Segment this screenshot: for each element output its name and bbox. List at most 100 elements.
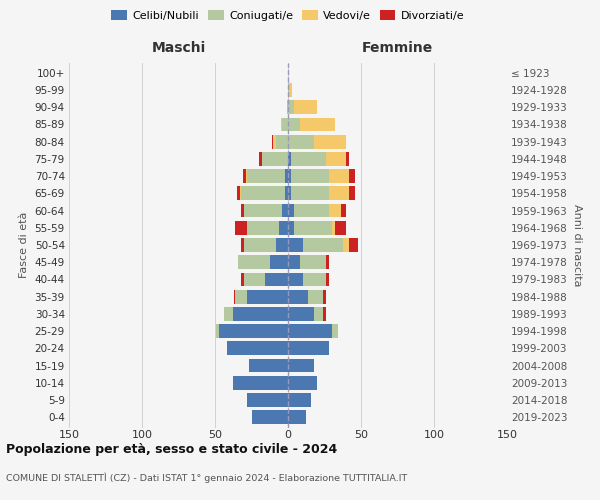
Bar xyxy=(288,410,305,424)
Bar xyxy=(259,152,262,166)
Bar xyxy=(241,204,244,218)
Bar xyxy=(227,342,288,355)
Bar xyxy=(272,135,274,148)
Bar xyxy=(323,290,326,304)
Bar xyxy=(245,169,247,183)
Bar xyxy=(235,290,247,304)
Bar xyxy=(288,393,311,407)
Bar xyxy=(349,186,355,200)
Bar xyxy=(326,272,329,286)
Bar xyxy=(332,221,335,234)
Bar xyxy=(294,100,317,114)
Text: Femmine: Femmine xyxy=(362,41,433,55)
Bar xyxy=(277,135,288,148)
Bar xyxy=(241,272,244,286)
Bar xyxy=(247,221,279,234)
Bar xyxy=(332,324,338,338)
Bar xyxy=(247,169,285,183)
Bar xyxy=(299,118,335,132)
Bar xyxy=(329,204,341,218)
Bar xyxy=(314,135,346,148)
Bar xyxy=(299,256,326,269)
Bar xyxy=(346,152,349,166)
Bar xyxy=(288,83,289,97)
Bar xyxy=(308,290,323,304)
Bar xyxy=(287,100,288,114)
Bar xyxy=(248,358,288,372)
Bar xyxy=(244,272,265,286)
Bar xyxy=(329,186,349,200)
Bar xyxy=(224,307,233,321)
Bar xyxy=(243,169,245,183)
Bar xyxy=(282,204,288,218)
Bar xyxy=(247,393,288,407)
Bar xyxy=(274,135,277,148)
Text: COMUNE DI STALETTÌ (CZ) - Dati ISTAT 1° gennaio 2024 - Elaborazione TUTTITALIA.I: COMUNE DI STALETTÌ (CZ) - Dati ISTAT 1° … xyxy=(6,472,407,483)
Bar xyxy=(343,238,349,252)
Bar xyxy=(291,152,326,166)
Bar xyxy=(289,83,292,97)
Text: Popolazione per età, sesso e stato civile - 2024: Popolazione per età, sesso e stato civil… xyxy=(6,442,337,456)
Bar xyxy=(291,186,329,200)
Bar xyxy=(281,118,282,132)
Bar xyxy=(262,152,288,166)
Bar xyxy=(265,272,288,286)
Bar xyxy=(291,169,329,183)
Bar xyxy=(285,186,288,200)
Bar xyxy=(240,186,241,200)
Bar xyxy=(288,358,314,372)
Bar xyxy=(288,272,302,286)
Bar xyxy=(251,410,288,424)
Bar xyxy=(241,238,244,252)
Bar xyxy=(220,324,288,338)
Bar xyxy=(349,238,358,252)
Bar xyxy=(277,238,288,252)
Bar xyxy=(247,290,288,304)
Bar xyxy=(302,272,326,286)
Bar xyxy=(294,221,332,234)
Bar xyxy=(238,256,271,269)
Bar xyxy=(234,290,235,304)
Bar xyxy=(217,324,220,338)
Bar xyxy=(241,186,285,200)
Bar xyxy=(244,204,282,218)
Bar xyxy=(314,307,323,321)
Bar xyxy=(341,204,346,218)
Bar xyxy=(302,238,343,252)
Bar xyxy=(279,221,288,234)
Bar xyxy=(288,342,329,355)
Bar xyxy=(244,238,277,252)
Bar xyxy=(288,376,317,390)
Bar xyxy=(329,169,349,183)
Text: Maschi: Maschi xyxy=(151,41,206,55)
Bar xyxy=(288,135,314,148)
Bar xyxy=(237,186,240,200)
Bar xyxy=(294,204,329,218)
Bar xyxy=(288,118,299,132)
Bar xyxy=(326,152,346,166)
Bar xyxy=(282,118,288,132)
Bar xyxy=(288,204,294,218)
Bar xyxy=(288,221,294,234)
Bar xyxy=(235,221,247,234)
Bar xyxy=(271,256,288,269)
Bar xyxy=(349,169,355,183)
Bar xyxy=(288,100,294,114)
Bar xyxy=(233,376,288,390)
Bar xyxy=(288,256,299,269)
Bar xyxy=(288,307,314,321)
Y-axis label: Anni di nascita: Anni di nascita xyxy=(572,204,582,286)
Bar xyxy=(288,169,291,183)
Bar xyxy=(288,186,291,200)
Bar xyxy=(323,307,326,321)
Bar xyxy=(288,238,302,252)
Bar xyxy=(288,152,291,166)
Bar xyxy=(288,324,332,338)
Bar xyxy=(326,256,329,269)
Y-axis label: Fasce di età: Fasce di età xyxy=(19,212,29,278)
Bar xyxy=(233,307,288,321)
Legend: Celibi/Nubili, Coniugati/e, Vedovi/e, Divorziati/e: Celibi/Nubili, Coniugati/e, Vedovi/e, Di… xyxy=(107,6,469,25)
Bar xyxy=(335,221,346,234)
Bar xyxy=(288,290,308,304)
Bar xyxy=(285,169,288,183)
